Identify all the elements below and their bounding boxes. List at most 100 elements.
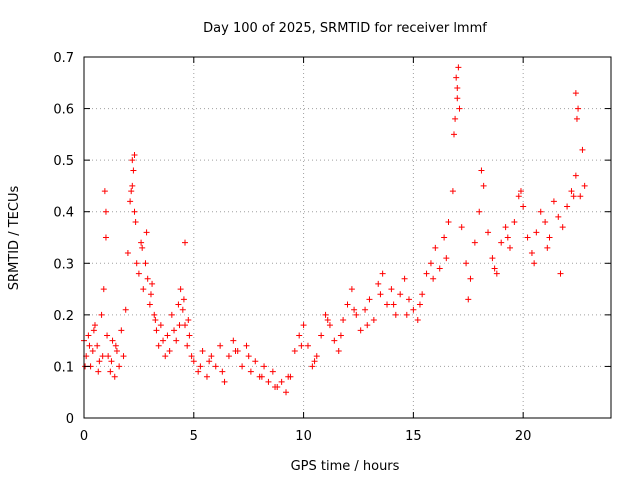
- data-point: [390, 301, 397, 308]
- data-point: [91, 322, 98, 329]
- data-point: [176, 322, 183, 329]
- y-tick-label: 0.7: [53, 51, 74, 66]
- data-point: [104, 332, 111, 339]
- data-point: [151, 311, 158, 318]
- data-point: [397, 291, 404, 298]
- y-tick-label: 0.6: [53, 103, 74, 118]
- data-point: [364, 322, 371, 329]
- data-point: [410, 306, 417, 313]
- data-point: [116, 363, 123, 370]
- data-point: [122, 306, 129, 313]
- data-point: [195, 368, 202, 375]
- data-point: [85, 332, 92, 339]
- data-point: [291, 347, 298, 354]
- data-point: [129, 182, 136, 189]
- data-point: [517, 188, 524, 195]
- data-point: [208, 353, 215, 360]
- data-point: [351, 306, 358, 313]
- data-point: [405, 296, 412, 303]
- data-point: [261, 363, 268, 370]
- data-point: [537, 208, 544, 215]
- data-point: [160, 337, 167, 344]
- data-point: [491, 265, 498, 272]
- data-point: [337, 332, 344, 339]
- data-point: [401, 275, 408, 282]
- data-point: [453, 74, 460, 81]
- data-point: [131, 151, 138, 158]
- data-point: [449, 188, 456, 195]
- data-point: [105, 353, 112, 360]
- data-point: [100, 286, 107, 293]
- data-point: [311, 358, 318, 365]
- data-point: [524, 234, 531, 241]
- data-point: [258, 373, 265, 380]
- y-tick-label: 0: [66, 412, 74, 427]
- data-point: [164, 332, 171, 339]
- data-point: [212, 363, 219, 370]
- data-point: [155, 342, 162, 349]
- grid-lines: [84, 57, 611, 418]
- data-point: [95, 368, 102, 375]
- data-point: [278, 378, 285, 385]
- data-point: [184, 342, 191, 349]
- data-point: [555, 213, 562, 220]
- data-point: [403, 311, 410, 318]
- data-point: [454, 95, 461, 102]
- chart-title: Day 100 of 2025, SRMTID for receiver lmm…: [203, 21, 487, 36]
- data-point: [157, 322, 164, 329]
- data-point: [127, 198, 134, 205]
- data-point: [197, 363, 204, 370]
- x-tick-label: 5: [190, 429, 198, 444]
- data-point: [300, 322, 307, 329]
- data-point: [138, 239, 145, 246]
- data-point: [377, 291, 384, 298]
- x-axis-label: GPS time / hours: [291, 459, 400, 474]
- data-point: [375, 280, 382, 287]
- x-tick-label: 0: [80, 429, 88, 444]
- data-point: [326, 322, 333, 329]
- data-point: [128, 188, 135, 195]
- data-point: [232, 347, 239, 354]
- data-point: [344, 301, 351, 308]
- data-point: [579, 146, 586, 153]
- data-point: [135, 270, 142, 277]
- data-point: [182, 239, 189, 246]
- data-point: [265, 378, 272, 385]
- data-point: [109, 337, 116, 344]
- data-point: [573, 115, 580, 122]
- data-point: [366, 296, 373, 303]
- data-point: [531, 260, 538, 267]
- data-point: [419, 291, 426, 298]
- data-point: [550, 198, 557, 205]
- data-point: [133, 260, 140, 267]
- data-point: [322, 311, 329, 318]
- data-point: [542, 219, 549, 226]
- data-point: [436, 265, 443, 272]
- data-point: [533, 229, 540, 236]
- data-point: [432, 244, 439, 251]
- data-point: [430, 275, 437, 282]
- data-point: [120, 353, 127, 360]
- data-point: [546, 234, 553, 241]
- data-point: [557, 270, 564, 277]
- data-point: [146, 301, 153, 308]
- data-point: [225, 353, 232, 360]
- data-point: [528, 249, 535, 256]
- data-point: [340, 317, 347, 324]
- data-point: [379, 270, 386, 277]
- data-point: [171, 327, 178, 334]
- data-point: [572, 172, 579, 179]
- data-point: [219, 368, 226, 375]
- data-point: [414, 317, 421, 324]
- data-point: [392, 311, 399, 318]
- y-tick-label: 0.3: [53, 257, 74, 272]
- data-points: [81, 64, 588, 396]
- data-point: [243, 342, 250, 349]
- data-point: [480, 182, 487, 189]
- data-point: [568, 188, 575, 195]
- data-point: [570, 193, 577, 200]
- data-point: [476, 208, 483, 215]
- data-point: [90, 327, 97, 334]
- data-point: [142, 260, 149, 267]
